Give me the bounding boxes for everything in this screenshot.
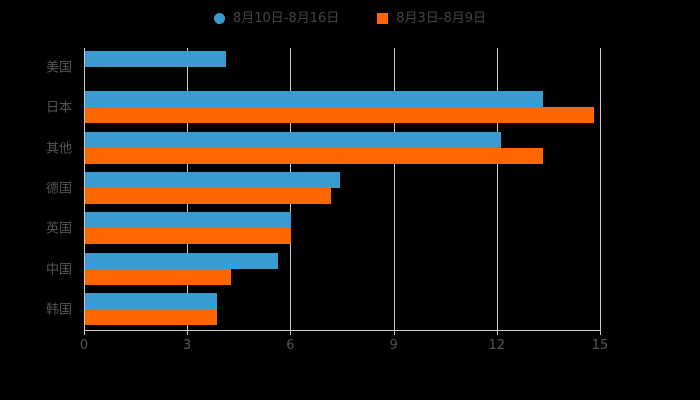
y-axis-line	[84, 48, 85, 330]
x-tick-label: 15	[591, 338, 609, 353]
bar-series-2[interactable]	[85, 268, 232, 285]
legend-label-series-1: 8月10日-8月16日	[232, 10, 340, 26]
x-tick-mark	[393, 330, 395, 335]
y-axis-label: 英国	[45, 221, 72, 237]
y-axis-label: 韩国	[45, 302, 72, 318]
gridline	[496, 48, 498, 330]
x-tick-label: 9	[389, 338, 398, 353]
y-axis-label: 日本	[45, 100, 72, 116]
bar-series-2[interactable]	[85, 147, 543, 164]
bar-series-1[interactable]	[85, 212, 292, 229]
gridline	[393, 48, 395, 330]
legend-item-series-2[interactable]: 8月3日-8月9日	[377, 12, 486, 25]
x-tick-label: 12	[488, 338, 506, 353]
bar-series-1[interactable]	[85, 91, 543, 108]
y-axis-label: 德国	[45, 181, 72, 197]
y-axis-label: 其他	[45, 141, 72, 157]
x-tick-label: 3	[183, 338, 192, 353]
y-axis-label: 美国	[45, 60, 72, 76]
x-tick-mark	[496, 330, 498, 335]
bar-series-1[interactable]	[85, 252, 278, 269]
bar-series-2[interactable]	[85, 188, 331, 204]
plot-area: 0 3 6 9 12 15	[80, 48, 608, 353]
y-axis-label: 中国	[45, 262, 72, 278]
x-tick-mark	[187, 330, 189, 335]
x-tick-label: 6	[286, 338, 295, 353]
gridline	[600, 48, 601, 330]
square-icon	[377, 12, 389, 24]
x-tick-mark	[84, 330, 85, 335]
chart-legend: 8月10日-8月16日 8月3日-8月9日	[0, 8, 700, 28]
bar-series-2[interactable]	[85, 107, 595, 124]
x-tick-mark	[600, 330, 601, 335]
bar-series-2[interactable]	[85, 308, 218, 325]
legend-label-series-2: 8月3日-8月9日	[396, 10, 487, 26]
bar-series-1[interactable]	[85, 172, 340, 188]
legend-item-series-1[interactable]: 8月10日-8月16日	[213, 10, 340, 26]
bar-series-1[interactable]	[85, 292, 218, 309]
x-tick-mark	[290, 330, 292, 335]
x-axis-line	[84, 330, 601, 331]
bar-series-1[interactable]	[85, 51, 227, 68]
circle-icon	[213, 12, 225, 24]
x-tick-label: 0	[79, 338, 89, 353]
bar-series-1[interactable]	[85, 131, 502, 148]
bar-series-2[interactable]	[85, 228, 292, 245]
